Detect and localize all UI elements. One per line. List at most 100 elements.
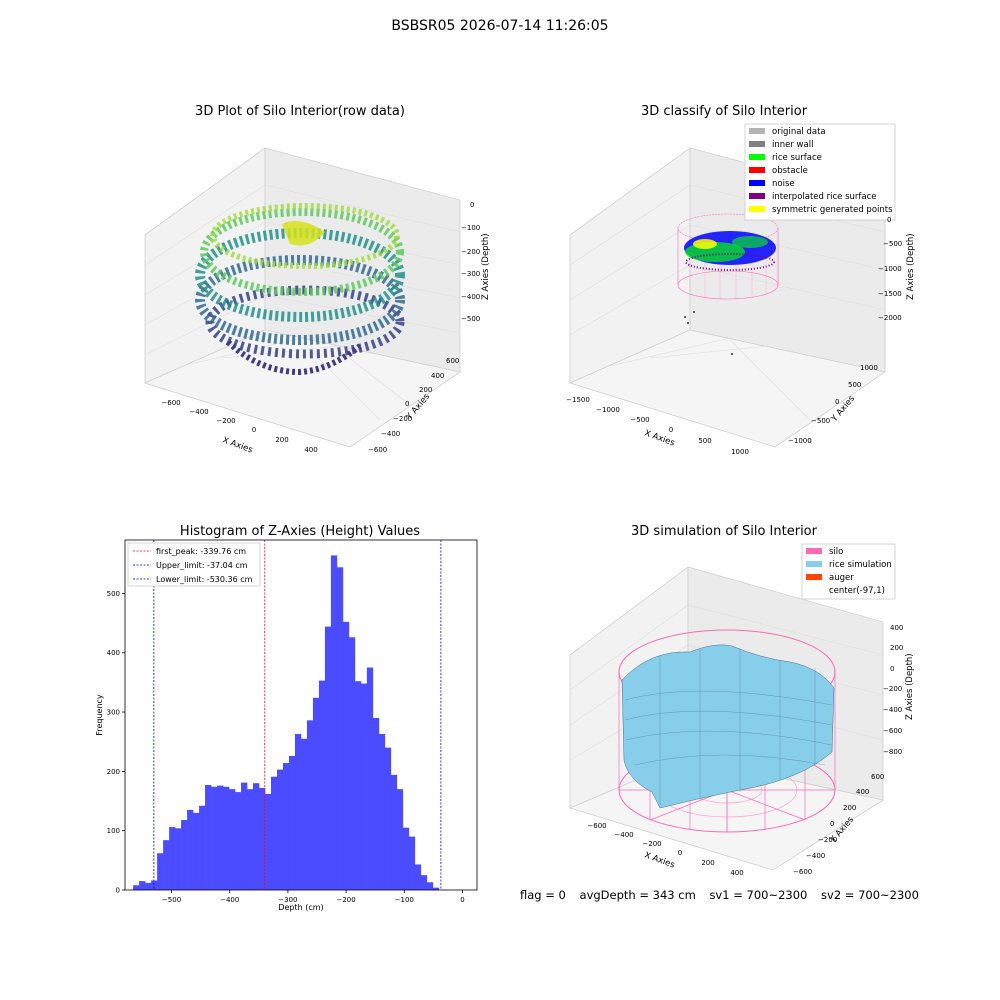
histogram-chart[interactable]: −500 −400 −300 −200 −100 0 0 100 200 300 400 500 D… [0,0,500,1000]
raw-ytick: −600 [368,446,387,454]
classify-ytick: 0 [835,398,839,406]
sim-zlabel: Z Axies (Depth) [905,653,915,720]
legend-item: original data [772,127,826,137]
histogram-bar [402,827,410,890]
histogram-bar [378,733,386,890]
legend-swatch [749,180,765,186]
histogram-bar [199,805,206,890]
histogram-bar [282,763,290,890]
sim-ytick: 400 [856,788,869,796]
classify-xtick: −500 [630,416,649,424]
raw-ztick: −400 [461,293,480,301]
legend-item: Lower_limit: -530.36 cm [156,575,253,584]
classify-ztick: −1000 [878,265,902,273]
histogram-bar [247,789,254,890]
classify-ztick: 0 [887,216,891,224]
raw-xtick: −200 [216,417,235,425]
histogram-bar [360,683,368,890]
legend-item: rice simulation [829,560,892,570]
raw-ztick: 0 [470,201,474,209]
histogram-ytick-label: 300 [107,709,120,717]
sim-ztick: 400 [890,624,903,632]
legend-swatch [806,574,822,580]
histogram-bar [235,792,242,890]
raw-ztick: −500 [461,315,480,323]
avg-depth-value: avgDepth = 343 cm [579,888,696,902]
histogram-xtick-label: 0 [460,896,464,904]
legend-item: noise [772,179,795,189]
sim-ztick: −400 [883,706,902,714]
legend-item: first_peak: -339.76 cm [156,547,246,556]
histogram-bar [414,864,422,890]
raw-3d-plot[interactable]: −600 −400 −200 0 200 400 −600 −400 −200 … [0,0,500,500]
histogram-bar [288,755,296,890]
rice-surface [621,644,835,809]
histogram-bar [426,882,434,890]
histogram-bar [217,785,224,890]
histogram-bar [229,789,236,890]
sim-ztick: −200 [883,685,902,693]
legend-item: Upper_limit: -37.04 cm [156,561,248,570]
classify-ytick: 500 [848,381,861,389]
histogram-bar [366,667,374,890]
histogram-bar [145,882,152,890]
legend-item: inner wall [772,140,813,150]
classify-ytick: 1000 [860,364,878,372]
classify-ztick: −1500 [878,290,902,298]
histogram-bar [133,885,140,890]
raw-ytick: 200 [419,386,432,394]
histogram-bar [205,785,212,890]
simulation-3d-plot[interactable]: silo rice simulation auger center(-97,1)… [500,0,1000,1000]
classify-3d-plot[interactable]: original data inner wall rice surface ob… [500,0,1000,500]
histogram-bar [384,747,392,890]
sim-xtick: −400 [614,831,633,839]
histogram-bar [300,738,308,890]
histogram-bar [336,567,344,890]
raw-xtick: 0 [252,426,256,434]
classify-xtick: 1000 [731,448,749,456]
histogram-bar [241,782,248,890]
raw-ytick: 600 [446,357,459,365]
legend-item: obstacle [772,166,808,176]
histogram-bar [193,812,200,890]
raw-xtick: 400 [304,446,317,454]
histogram-ytick-label: 100 [107,827,120,835]
histogram-legend [127,542,261,587]
legend-item: auger [829,573,854,583]
histogram-bar [354,681,362,890]
raw-ytick: 0 [405,400,409,408]
histogram-bar [181,820,188,890]
sim-ztick: −600 [883,727,902,735]
legend-swatch [806,548,822,554]
classify-zlabel: Z Axies (Depth) [906,233,916,300]
histogram-bar [330,555,338,890]
histogram-bar [294,733,302,890]
histogram-xtick-label: −500 [162,896,181,904]
legend-item: symmetric generated points [772,205,893,215]
histogram-bar [420,875,428,890]
classify-xtick: −1000 [596,406,620,414]
histogram-bar [408,836,416,890]
histogram-bar [211,786,218,890]
raw-zlabel: Z Axies (Depth) [481,233,491,300]
histogram-x-ticks: −500 −400 −300 −200 −100 0 [162,890,465,904]
histogram-bar [187,809,194,890]
histogram-ytick-label: 400 [107,649,120,657]
legend-item: silo [829,547,843,557]
histogram-axes [124,539,478,891]
legend-swatch [749,141,765,147]
histogram-bar [318,680,326,890]
sim-xtick: −200 [642,840,661,848]
histogram-ytick-label: 0 [116,887,120,895]
histogram-bar [312,697,320,890]
histogram-ylabel: Frequency [95,694,104,736]
status-line: flag = 0 avgDepth = 343 cm sv1 = 700~230… [520,888,929,902]
histogram-bar [348,637,356,890]
sim-ztick: 0 [890,665,894,673]
histogram-bar [432,887,440,890]
sim-ytick: −200 [818,836,837,844]
histogram-bar [223,786,230,890]
histogram-bar [276,769,284,890]
histogram-bar [396,789,404,890]
sim-ytick: 0 [830,820,834,828]
